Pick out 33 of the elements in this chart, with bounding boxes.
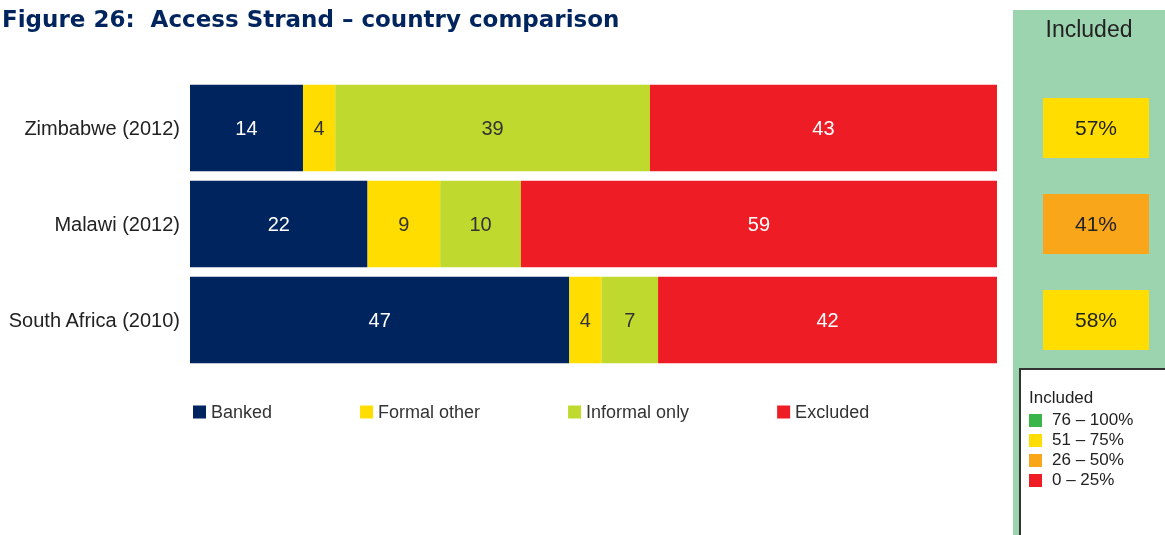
included-panel: Included 57% 41% 58% Included 76 – 100% 51 – 75% 26 – 50% 0 – 25% [1013,10,1165,535]
data-label: 4 [313,117,325,139]
bar [520,180,997,268]
bar [335,84,650,172]
y-tick-label: Malawi (2012) [54,213,180,235]
bar [658,276,997,364]
data-label: 43 [812,117,835,139]
bar [190,180,368,268]
bar [440,180,521,268]
y-tick-label: South Africa (2010) [8,309,180,331]
legend-label: Excluded [795,402,870,422]
bar [367,180,441,268]
data-label: 4 [579,309,591,331]
data-label: 47 [368,309,391,331]
bar [190,84,303,172]
y-tick-label: Zimbabwe (2012) [24,117,180,139]
data-label: 59 [747,213,771,235]
chart-title: Figure 26: Access Strand – country comparison [2,6,620,32]
data-label: 22 [267,213,290,235]
data-label: 10 [469,213,492,235]
data-label: 39 [481,117,504,139]
data-label: 9 [398,213,410,235]
legend-label: Informal only [586,402,690,422]
bar [569,276,602,364]
bar [190,276,570,364]
legend-label: Formal other [378,402,481,422]
data-label: 7 [624,309,636,331]
bar [649,84,997,172]
data-label: 14 [235,117,258,139]
data-label: 42 [816,309,839,331]
bar [302,84,336,172]
bar [601,276,659,364]
legend-label: Banked [211,402,273,422]
